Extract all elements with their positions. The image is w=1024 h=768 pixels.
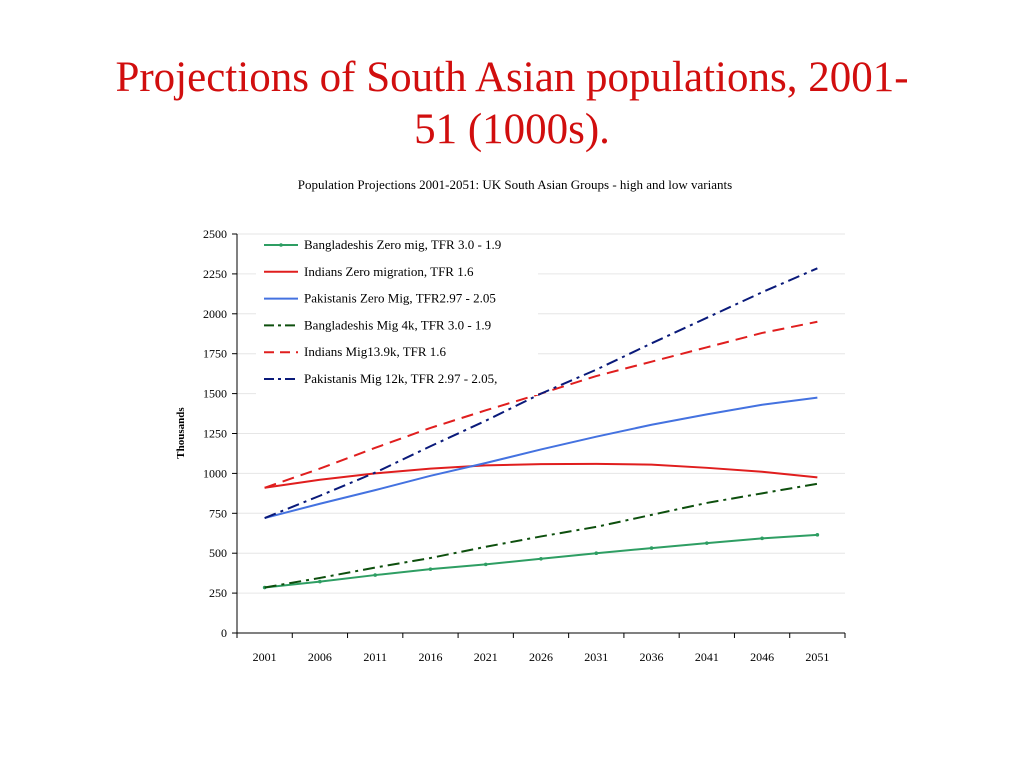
legend-label: Pakistanis Zero Mig, TFR2.97 - 2.05 xyxy=(304,291,496,306)
y-tick-label: 500 xyxy=(209,546,227,560)
y-tick-label: 1000 xyxy=(203,466,227,480)
x-tick-label: 2041 xyxy=(695,650,719,664)
data-point xyxy=(705,541,709,545)
legend-box xyxy=(256,235,538,395)
axes: 0 250 500 750 1000 1250 1500 1750 2000 2250 2500 20… xyxy=(203,227,846,664)
x-tick-label: 2051 xyxy=(805,650,829,664)
slide-title: Projections of South Asian populations, … xyxy=(60,52,964,156)
x-tick-label: 2026 xyxy=(529,650,553,664)
data-point xyxy=(594,551,599,555)
data-point xyxy=(483,562,488,567)
data-point xyxy=(760,536,764,541)
series-line xyxy=(264,396,818,520)
data-point xyxy=(539,556,543,561)
x-tick-label: 2016 xyxy=(418,650,442,664)
legend-label: Indians Zero migration, TFR 1.6 xyxy=(304,264,474,279)
y-tick-label: 1750 xyxy=(203,347,227,361)
data-point xyxy=(428,567,433,571)
y-axis-label: Thousands xyxy=(175,407,187,459)
x-tick-label: 2021 xyxy=(474,650,498,664)
data-point xyxy=(318,579,322,584)
series-line xyxy=(264,533,818,589)
y-tick-label: 2500 xyxy=(203,227,227,241)
x-tick-label: 2011 xyxy=(363,650,387,664)
legend-label: Bangladeshis Zero mig, TFR 3.0 - 1.9 xyxy=(304,237,501,252)
x-tick-label: 2031 xyxy=(584,650,608,664)
y-tick-label: 0 xyxy=(221,626,227,640)
series-line xyxy=(264,482,818,589)
chart-title: Population Projections 2001-2051: UK Sou… xyxy=(297,177,733,192)
data-point xyxy=(649,546,654,550)
y-tick-label: 1500 xyxy=(203,387,227,401)
data-point xyxy=(815,533,820,537)
y-tick-label: 750 xyxy=(209,506,227,520)
slide-title-line-1: Projections of South Asian populations, … xyxy=(115,54,909,101)
series-lines xyxy=(262,267,820,590)
series-line xyxy=(264,267,818,520)
y-tick-label: 1250 xyxy=(203,427,227,441)
x-tick-label: 2006 xyxy=(308,650,332,664)
y-tick-label: 250 xyxy=(209,586,227,600)
legend-label: Bangladeshis Mig 4k, TFR 3.0 - 1.9 xyxy=(304,317,491,332)
legend-marker xyxy=(279,243,283,247)
x-tick-label: 2001 xyxy=(253,650,277,664)
slide-title-line-2: 51 (1000s). xyxy=(414,106,610,153)
series-line xyxy=(264,462,818,489)
legend-label: Indians Mig13.9k, TFR 1.6 xyxy=(304,344,447,359)
y-tick-label: 2250 xyxy=(203,267,227,281)
x-tick-label: 2036 xyxy=(640,650,664,664)
legend-label: Pakistanis Mig 12k, TFR 2.97 - 2.05, xyxy=(304,371,497,386)
legend: Bangladeshis Zero mig, TFR 3.0 - 1.9 Indi… xyxy=(256,235,538,395)
x-tick-label: 2046 xyxy=(750,650,774,664)
y-tick-label: 2000 xyxy=(203,307,227,321)
data-point xyxy=(373,573,377,577)
